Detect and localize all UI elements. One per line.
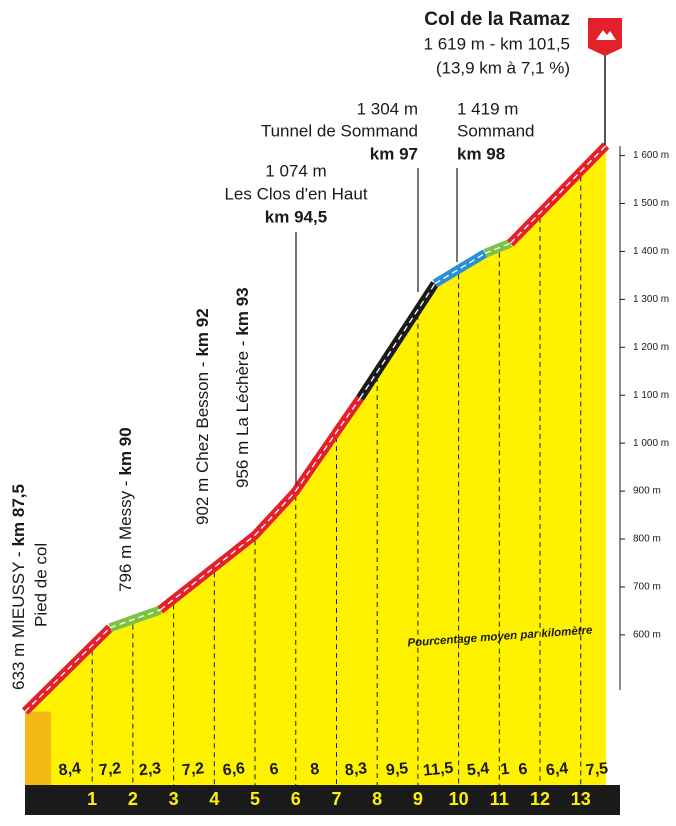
gradient-label: 6 (518, 761, 529, 779)
x-tick-label: 5 (250, 789, 260, 809)
annotation: 796 m Messy - km 90 (116, 427, 135, 592)
y-tick-label: 600 m (633, 630, 661, 641)
profile-dash (509, 145, 607, 244)
subtitle: (13,9 km à 7,1 %) (436, 58, 570, 77)
y-tick-label: 700 m (633, 582, 661, 593)
annotation-text: km 90 (116, 427, 135, 475)
x-tick-label: 10 (449, 789, 469, 809)
x-tick-label: 2 (128, 789, 138, 809)
x-tick-label: 1 (87, 789, 97, 809)
annotation-text: km 87,5 (9, 484, 28, 546)
profile-dash (484, 242, 511, 254)
y-tick-label: 1 200 m (633, 342, 669, 353)
x-tick-label: 8 (372, 789, 382, 809)
annotation-text: Pied de col (31, 543, 50, 627)
y-tick-label: 800 m (633, 534, 661, 545)
gradient-label: 5,4 (466, 760, 490, 779)
annotation: 1 304 m Tunnel de Sommand km 97 (261, 99, 419, 292)
km-strip (25, 785, 620, 815)
annotation: 1 074 m Les Clos d'en Haut km 94,5 (224, 161, 368, 485)
gradient-label: 7,5 (585, 760, 609, 779)
annotation-text: 1 304 m (357, 99, 418, 118)
x-tick-label: 13 (571, 789, 591, 809)
annotation-text: km 92 (193, 308, 212, 356)
gradient-label: 8 (310, 761, 321, 779)
annotation-text: 633 m MIEUSSY - (9, 551, 28, 690)
annotation-text: km 97 (370, 144, 418, 163)
x-tick-label: 3 (169, 789, 179, 809)
profile-dash (159, 397, 361, 611)
annotation-text: Tunnel de Sommand (261, 121, 418, 140)
gradient-label: 8,4 (58, 760, 82, 779)
profile-line (432, 249, 488, 288)
annotation: 956 m La Léchère - km 93 (233, 287, 252, 488)
x-tick-label: 11 (490, 789, 509, 809)
annotation: 633 m MIEUSSY - km 87,5 (9, 484, 28, 690)
x-tick-label: 9 (413, 789, 423, 809)
subtitle: 1 619 m - km 101,5 (424, 34, 570, 53)
y-tick-label: 1 400 m (633, 246, 669, 257)
gradient-label: 7,2 (181, 760, 205, 779)
profile-dash (359, 283, 436, 399)
x-tick-label: 4 (209, 789, 219, 809)
gradient-label: 1 (500, 761, 511, 779)
gradient-label: 6 (269, 761, 280, 779)
annotation-text: 956 m La Léchère - (233, 341, 252, 488)
profile-base (25, 711, 51, 785)
gradient-label: 6,6 (222, 760, 246, 779)
x-tick-label: 6 (291, 789, 301, 809)
y-tick-label: 1 100 m (633, 390, 669, 401)
annotation-text: 1 419 m (457, 99, 518, 118)
annotation: 902 m Chez Besson - km 92 (193, 308, 212, 525)
profile-dash (109, 609, 161, 629)
annotation-text: km 93 (233, 287, 252, 335)
annotation-text: km 98 (457, 144, 505, 163)
gradient-label: 6,4 (545, 760, 569, 779)
annotation-text: Les Clos d'en Haut (224, 184, 367, 203)
x-tick-label: 12 (530, 789, 550, 809)
y-tick-label: 1 300 m (633, 294, 669, 305)
annotation-text: Sommand (457, 121, 534, 140)
y-tick-label: 1 500 m (633, 198, 669, 209)
gradient-label: 11,5 (422, 760, 454, 780)
summit-flag (588, 18, 622, 145)
annotation-text: km 94,5 (265, 207, 327, 226)
gradient-label: 8,3 (344, 760, 368, 779)
y-tick-label: 1 000 m (633, 438, 669, 449)
y-tick-label: 900 m (633, 486, 661, 497)
gradient-label: 2,3 (138, 760, 162, 779)
annotation: 1 419 m Sommand km 98 (456, 99, 534, 262)
profile-line (21, 624, 114, 715)
x-tick-label: 7 (331, 789, 341, 809)
annotation-text: 902 m Chez Besson - (193, 362, 212, 525)
gradient-label: 7,2 (98, 760, 122, 779)
gradient-label: 9,5 (385, 760, 409, 779)
chart-title: Col de la Ramaz (424, 9, 570, 30)
annotation-text: 1 074 m (265, 161, 326, 180)
y-tick-label: 1 600 m (633, 150, 669, 161)
annotation-text: 796 m Messy - (116, 481, 135, 592)
